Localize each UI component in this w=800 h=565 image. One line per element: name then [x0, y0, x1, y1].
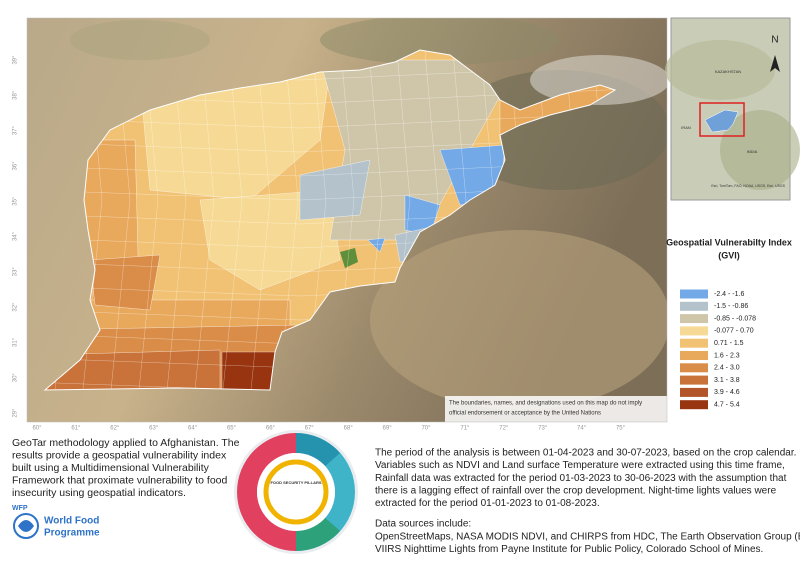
legend-swatch	[680, 301, 708, 311]
inset-attribution: Esri, TomTom, FAO, NOAA, USGS, Esri, USG…	[711, 184, 785, 188]
longitude-label: 61°	[71, 426, 81, 432]
longitude-label: 68°	[344, 426, 354, 432]
inset-label: INDIA	[747, 149, 758, 154]
latitude-label: 36°	[13, 161, 19, 171]
sources-title: Data sources include:	[375, 519, 471, 530]
disclaimer: The boundaries, names, and designations …	[449, 401, 642, 417]
inset-map	[665, 17, 800, 201]
latitude-label: 32°	[13, 302, 19, 312]
longitude-label: 65°	[227, 426, 237, 432]
latitude-labels: 39° 38° 37° 36° 35° 34° 33° 32° 31° 30° 29°	[13, 55, 19, 418]
legend: -2.4 - -1.6 -1.5 - -0.86 -0.85 - -0.078 -0.…	[680, 289, 756, 410]
legend-label: -0.077 - 0.70	[714, 328, 754, 335]
latitude-label: 29°	[13, 408, 19, 418]
intro-line: Framework that proximate vulnerability t…	[12, 474, 228, 486]
inset-label: KAZAKHSTAN	[715, 69, 741, 74]
analysis-line: The period of the analysis is between 01…	[375, 448, 796, 459]
logo-acronym: WFP	[12, 505, 28, 512]
map-region	[89, 254, 161, 311]
wfp-logo	[13, 513, 39, 539]
longitude-label: 64°	[188, 426, 198, 432]
district-line	[221, 50, 243, 390]
latitude-label: 35°	[13, 196, 19, 206]
legend-label: 3.9 - 4.6	[714, 389, 740, 396]
legend-swatch	[680, 387, 708, 397]
disclaimer-line: official endorsement or acceptance by th…	[449, 411, 601, 417]
longitude-labels: 60° 61° 62° 63° 64° 65° 66° 67° 68° 69° 70° 71° 72° 7…	[32, 426, 625, 432]
longitude-label: 66°	[266, 426, 276, 432]
map-region	[340, 248, 358, 268]
legend-label: 1.6 - 2.3	[714, 352, 740, 359]
latitude-label: 30°	[13, 373, 19, 383]
inset-label: IRAN	[681, 125, 691, 130]
legend-title: Geospatial Vulnerabilty Index	[666, 237, 792, 247]
latitude-label: 38°	[13, 90, 19, 100]
intro-line: results provide a geospatial vulnerabili…	[12, 449, 227, 461]
longitude-label: 63°	[149, 426, 159, 432]
analysis-line: Variables such as NDVI and Land surface …	[375, 460, 785, 471]
intro-line: insecurity using geospatial indicators.	[12, 487, 186, 499]
legend-label: -2.4 - -1.6	[714, 291, 744, 298]
analysis-line: extracted for the period 01-01-2023 to 0…	[375, 498, 600, 509]
legend-swatch	[680, 400, 708, 410]
legend-label: 2.4 - 3.0	[714, 365, 740, 372]
map-region	[367, 237, 386, 253]
legend-label: -1.5 - -0.86	[714, 303, 748, 310]
legend-label: 3.1 - 3.8	[714, 377, 740, 384]
analysis-line: Rainfall data was extracted for the peri…	[375, 473, 787, 484]
legend-swatch	[680, 338, 708, 348]
longitude-label: 73°	[538, 426, 548, 432]
logo-name: World Food	[44, 516, 99, 527]
latitude-label: 39°	[13, 55, 19, 65]
intro-line: GeoTar methodology applied to Afghanista…	[12, 437, 240, 449]
latitude-label: 31°	[13, 337, 19, 347]
pillars-diagram	[234, 430, 358, 554]
north-arrow-label: N	[771, 35, 778, 46]
map-frame	[27, 18, 667, 422]
latitude-label: 33°	[13, 267, 19, 277]
map-region	[221, 351, 276, 390]
intro-text: GeoTar methodology applied to Afghanista…	[12, 437, 240, 499]
sources-line: OpenStreetMaps, NASA MODIS NDVI, and CHI…	[375, 532, 800, 543]
legend-swatch	[680, 314, 708, 324]
legend-label: 4.7 - 5.4	[714, 402, 740, 409]
longitude-label: 72°	[499, 426, 509, 432]
longitude-label: 71°	[460, 426, 470, 432]
longitude-label: 60°	[32, 426, 42, 432]
longitude-label: 62°	[110, 426, 120, 432]
latitude-label: 37°	[13, 125, 19, 135]
disclaimer-line: The boundaries, names, and designations …	[449, 401, 642, 407]
diagram-center-label: FOOD SECURITY PILLARS	[270, 480, 321, 485]
legend-swatch	[680, 351, 708, 360]
longitude-label: 69°	[383, 426, 393, 432]
intro-line: built using a Multidimensional Vulnerabi…	[12, 462, 210, 474]
longitude-label: 70°	[421, 426, 431, 432]
logo-name: Programme	[44, 528, 100, 539]
longitude-label: 67°	[305, 426, 315, 432]
legend-swatch	[680, 326, 708, 336]
legend-subtitle: (GVI)	[718, 250, 740, 260]
longitude-label: 75°	[616, 426, 626, 432]
legend-swatch	[680, 375, 708, 385]
district-line	[249, 50, 271, 390]
latitude-label: 34°	[13, 231, 19, 241]
analysis-line: there is a lagging effect of rainfall ov…	[375, 485, 777, 496]
legend-label: -0.85 - -0.078	[714, 315, 756, 322]
analysis-text: The period of the analysis is between 01…	[375, 448, 800, 556]
legend-swatch	[680, 363, 708, 373]
legend-swatch	[680, 289, 708, 299]
legend-label: 0.71 - 1.5	[714, 340, 744, 347]
longitude-label: 74°	[577, 426, 587, 432]
sources-line: VIIRS Nighttime Lights from Payne Instit…	[375, 544, 763, 555]
